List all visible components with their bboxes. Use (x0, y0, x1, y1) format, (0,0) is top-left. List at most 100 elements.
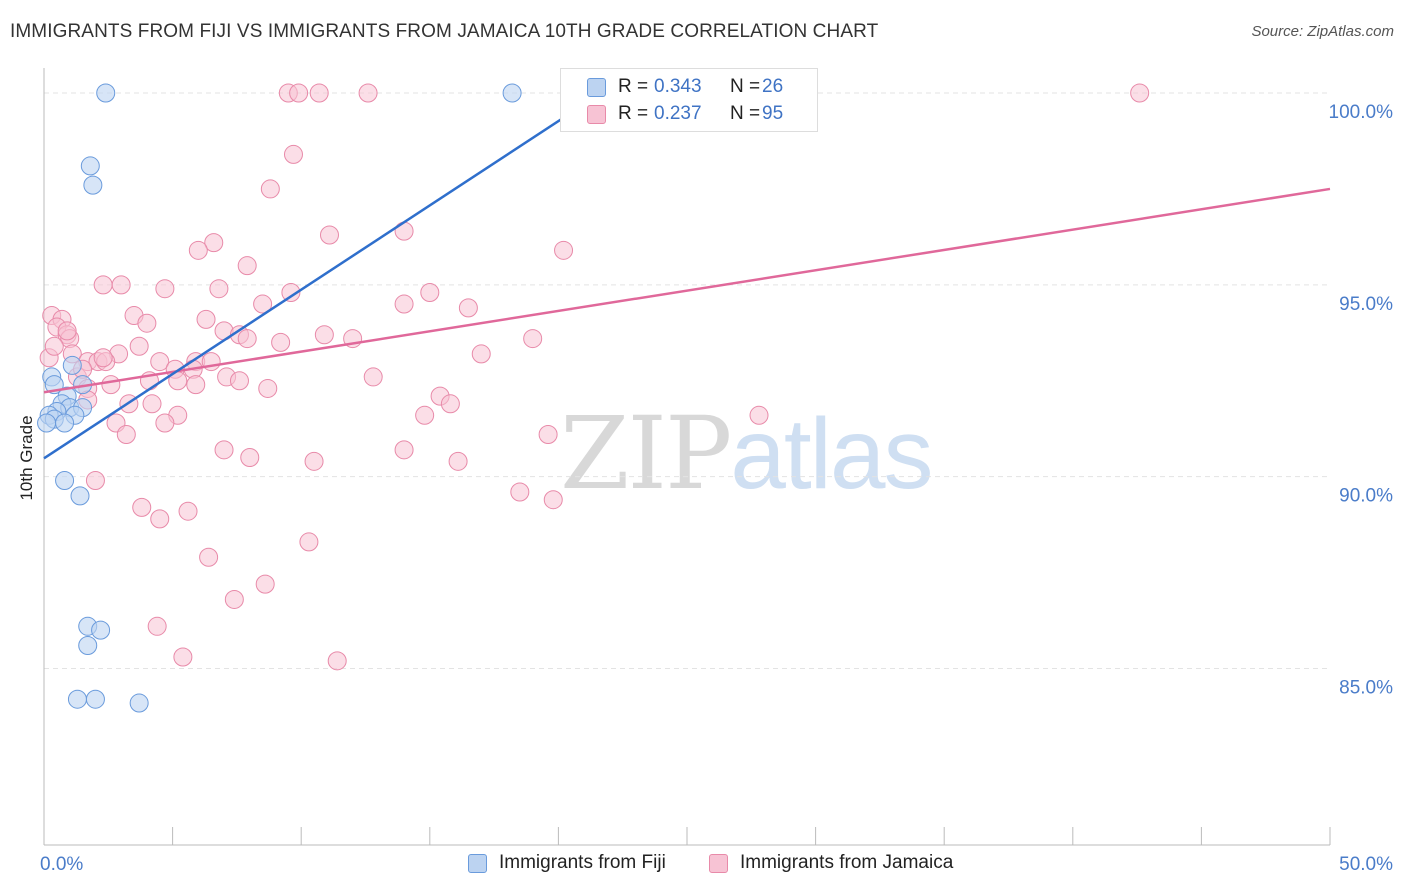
source-label: Source: ZipAtlas.com (1251, 23, 1394, 40)
legend-row-jamaica: R = 0.237 N = 95 (587, 102, 783, 126)
fiji-point (85, 689, 105, 709)
jamaica-point (523, 329, 543, 349)
legend-item-fiji: Immigrants from Fiji (468, 852, 666, 874)
jamaica-point (142, 394, 162, 414)
watermark-zip: ZIP (560, 395, 732, 512)
jamaica-point (93, 275, 113, 295)
fiji-point (55, 413, 75, 433)
jamaica-point (116, 424, 136, 444)
jamaica-point (229, 371, 249, 391)
jamaica-point (85, 471, 105, 491)
fiji-point (502, 83, 522, 103)
jamaica-point (1130, 83, 1150, 103)
jamaica-point (394, 294, 414, 314)
jamaica-point (510, 482, 530, 502)
jamaica-point (543, 490, 563, 510)
legend-fiji-swatch (468, 853, 487, 873)
fiji-point (129, 693, 149, 713)
jamaica-point (281, 283, 301, 303)
chart-title: IMMIGRANTS FROM FIJI VS IMMIGRANTS FROM … (10, 21, 879, 42)
x-tick-label: 0.0% (40, 854, 83, 875)
jamaica-r-label: R = (618, 103, 649, 124)
jamaica-point (132, 497, 152, 517)
jamaica-point (178, 501, 198, 521)
fiji-n-label: N = (730, 76, 761, 97)
x-tick-label: 50.0% (1339, 854, 1393, 875)
correlation-legend: R = 0.343 N = 26 R = 0.237 N = 95 (560, 68, 818, 132)
jamaica-point (147, 616, 167, 636)
jamaica-swatch (587, 104, 606, 124)
legend-fiji-label: Immigrants from Fiji (499, 852, 666, 873)
y-tick-label: 95.0% (1339, 294, 1393, 315)
jamaica-point (57, 321, 77, 341)
jamaica-point (237, 329, 257, 349)
jamaica-point (155, 413, 175, 433)
jamaica-point (209, 279, 229, 299)
fiji-point (55, 471, 75, 491)
jamaica-point (196, 309, 216, 329)
jamaica-point (253, 294, 273, 314)
jamaica-trend-line (43, 187, 1331, 394)
jamaica-point (93, 348, 113, 368)
fiji-points (37, 83, 522, 713)
legend-jamaica-label: Immigrants from Jamaica (740, 852, 954, 873)
jamaica-point (440, 394, 460, 414)
jamaica-point (150, 352, 170, 372)
jamaica-point (155, 279, 175, 299)
jamaica-point (258, 378, 278, 398)
jamaica-point (44, 336, 64, 356)
jamaica-point (214, 440, 234, 460)
jamaica-point (358, 83, 378, 103)
jamaica-point (101, 375, 121, 395)
jamaica-point (204, 233, 224, 253)
jamaica-point (420, 283, 440, 303)
jamaica-point (186, 375, 206, 395)
jamaica-point (471, 344, 491, 364)
jamaica-point (394, 221, 414, 241)
jamaica-point (415, 405, 435, 425)
y-tick-label: 100.0% (1329, 102, 1394, 123)
jamaica-point (309, 83, 329, 103)
axes (43, 68, 1331, 846)
jamaica-point (363, 367, 383, 387)
fiji-point (96, 83, 116, 103)
jamaica-point (224, 589, 244, 609)
jamaica-points (39, 83, 1150, 671)
y-tick-label: 90.0% (1339, 486, 1393, 507)
fiji-n-value: 26 (762, 76, 784, 97)
jamaica-point (289, 83, 309, 103)
ticks: 85.0% 90.0% 95.0% 100.0% 0.0% 50.0% (40, 102, 1393, 875)
legend-row-fiji: R = 0.343 N = 26 (587, 75, 783, 99)
jamaica-point (314, 325, 334, 345)
fiji-r-label: R = (618, 76, 649, 97)
jamaica-point (173, 647, 193, 667)
jamaica-point (304, 451, 324, 471)
fiji-point (67, 689, 87, 709)
fiji-point (62, 355, 82, 375)
fiji-swatch (587, 77, 606, 97)
jamaica-point (150, 509, 170, 529)
jamaica-n-value: 95 (762, 103, 784, 124)
jamaica-point (240, 448, 260, 467)
jamaica-point (111, 275, 131, 295)
jamaica-point (129, 336, 149, 356)
fiji-point (80, 156, 100, 176)
jamaica-point (260, 179, 280, 199)
jamaica-point (283, 144, 303, 164)
jamaica-point (319, 225, 339, 245)
jamaica-point (458, 298, 478, 318)
fiji-r-value: 0.343 (654, 76, 702, 97)
jamaica-point (137, 313, 157, 333)
legend-jamaica-swatch (709, 853, 728, 873)
fiji-trend-line (43, 114, 567, 460)
y-axis-label: 10th Grade (17, 415, 36, 500)
fiji-point (78, 635, 98, 655)
jamaica-point (188, 240, 208, 260)
jamaica-point (271, 332, 291, 352)
jamaica-point (255, 574, 275, 594)
y-tick-label: 85.0% (1339, 678, 1393, 699)
jamaica-point (299, 532, 319, 552)
fiji-point (83, 175, 103, 195)
jamaica-point (327, 651, 347, 671)
